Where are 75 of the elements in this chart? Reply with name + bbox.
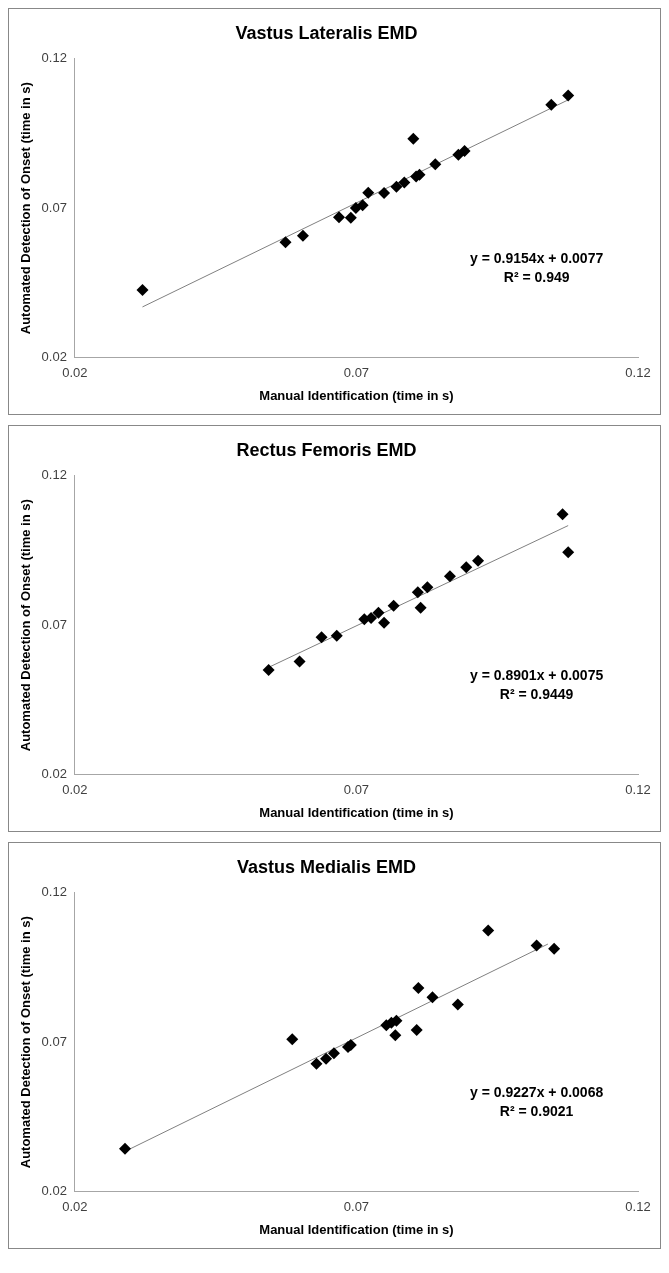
point [407,132,420,145]
point [410,1023,423,1036]
point [458,145,471,158]
point [136,283,149,296]
chart-title: Rectus Femoris EMD [236,439,417,460]
point [421,581,434,594]
point [333,211,345,224]
point [556,508,569,521]
point [398,176,411,189]
y-axis-title: Automated Detection of Onset (time in s) [18,82,34,335]
point [119,1142,132,1155]
annotation: y = 0.9154x + 0.0077 [470,249,604,266]
point [562,546,575,559]
x-tick-label: 0.12 [625,1199,651,1215]
x-tick-label: 0.12 [625,782,651,798]
point [389,1029,402,1042]
point [426,991,439,1004]
y-tick-label: 0.07 [41,1033,67,1049]
point [562,89,575,102]
annotation: R² = 0.9449 [499,685,574,702]
x-tick-label: 0.02 [62,365,88,381]
point [414,601,427,614]
point [412,982,425,995]
y-tick-label: 0.12 [41,467,67,483]
y-tick-label: 0.02 [41,1183,67,1199]
y-tick-label: 0.12 [41,884,67,900]
point [443,570,456,583]
point [330,629,343,642]
annotation: R² = 0.949 [503,268,570,285]
point [545,98,558,111]
point [320,1052,333,1065]
y-tick-label: 0.07 [41,199,67,215]
x-tick-label: 0.07 [343,782,370,798]
annotation: y = 0.8901x + 0.0075 [470,666,604,683]
x-tick-label: 0.12 [625,365,651,381]
point [429,158,442,171]
annotation: y = 0.9227x + 0.0068 [470,1083,604,1100]
point [387,599,400,612]
y-tick-label: 0.07 [41,616,67,632]
x-tick-label: 0.02 [62,1199,88,1215]
point [372,606,385,619]
point [279,236,292,249]
point [460,561,473,574]
chart-title: Vastus Lateralis EMD [235,22,418,43]
annotation: R² = 0.9021 [499,1102,574,1119]
x-axis-title: Manual Identification (time in s) [259,804,454,820]
point [286,1033,299,1046]
point [327,1047,340,1060]
point [296,229,309,242]
point [390,180,403,193]
point [262,664,275,677]
point [451,998,464,1011]
point [344,211,357,224]
x-tick-label: 0.07 [343,1199,370,1215]
point [378,186,391,199]
y-axis-title: Automated Detection of Onset (time in s) [18,916,34,1169]
x-tick-label: 0.07 [343,365,370,381]
point [472,554,485,567]
y-tick-label: 0.02 [41,766,67,782]
chart-title: Vastus Medialis EMD [236,856,417,877]
point [378,616,391,629]
point [411,586,424,599]
point [315,631,328,644]
point [310,1057,323,1070]
point [530,939,543,952]
point [362,186,375,199]
point [482,924,495,937]
x-axis-title: Manual Identification (time in s) [259,1221,454,1237]
x-axis-title: Manual Identification (time in s) [259,387,454,403]
y-tick-label: 0.02 [41,349,67,365]
y-tick-label: 0.12 [41,50,67,66]
y-axis-title: Automated Detection of Onset (time in s) [18,499,34,752]
x-tick-label: 0.02 [62,782,88,798]
point [293,655,306,668]
point [548,942,561,955]
